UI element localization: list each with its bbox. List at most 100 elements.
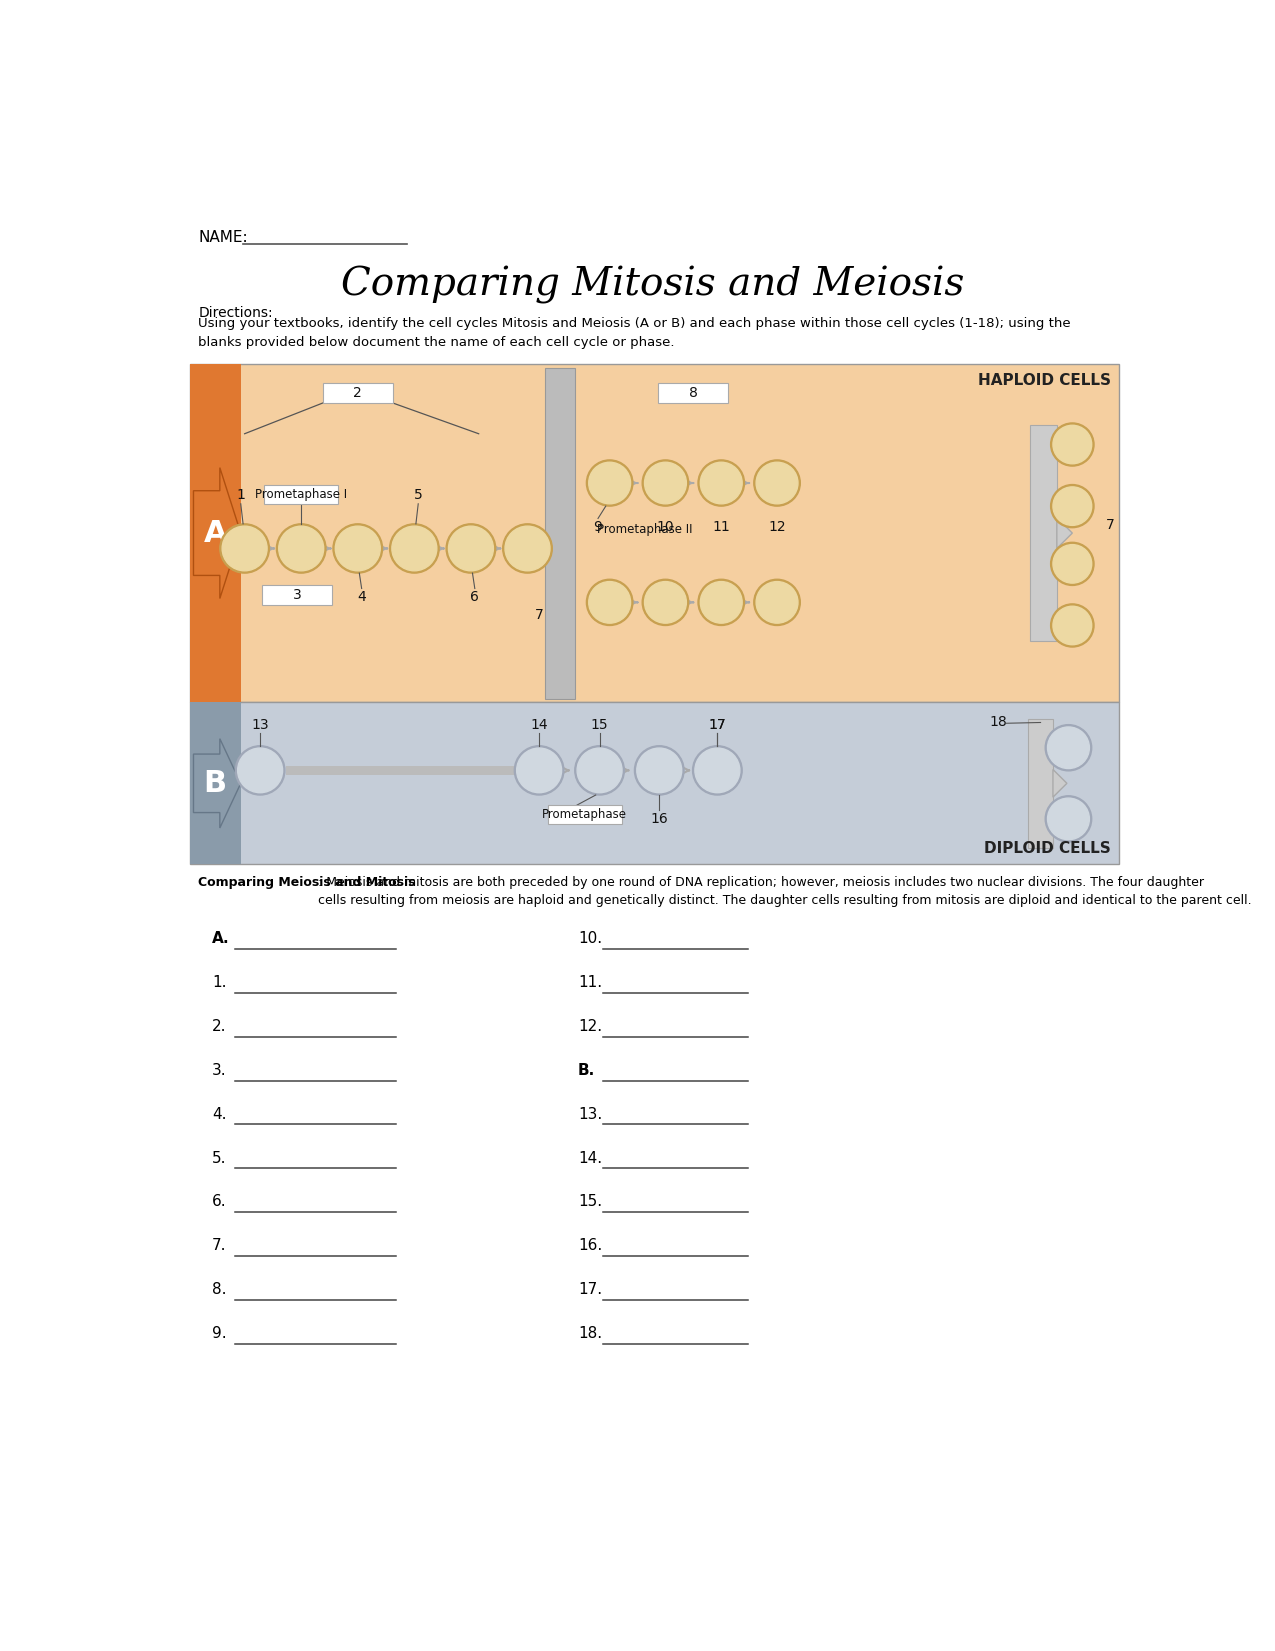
Text: 7: 7 bbox=[534, 608, 543, 622]
Circle shape bbox=[635, 746, 685, 796]
Text: DIPLOID CELLS: DIPLOID CELLS bbox=[984, 842, 1111, 857]
Text: 10.: 10. bbox=[578, 931, 602, 946]
Bar bbox=[263, 584, 333, 604]
Circle shape bbox=[692, 746, 742, 796]
Circle shape bbox=[645, 581, 686, 622]
Bar bbox=[264, 485, 338, 504]
Circle shape bbox=[575, 746, 625, 796]
Text: Comparing Mitosis and Meiosis: Comparing Mitosis and Meiosis bbox=[342, 266, 965, 304]
Polygon shape bbox=[1053, 769, 1067, 797]
Text: 2: 2 bbox=[353, 386, 362, 400]
Circle shape bbox=[1053, 606, 1091, 646]
Circle shape bbox=[237, 748, 283, 792]
Text: 16.: 16. bbox=[578, 1238, 602, 1253]
Text: 6.: 6. bbox=[212, 1195, 227, 1210]
Circle shape bbox=[1048, 797, 1089, 840]
Text: 12.: 12. bbox=[578, 1019, 602, 1034]
Text: 14.: 14. bbox=[578, 1151, 602, 1166]
Text: 9: 9 bbox=[594, 520, 603, 533]
Bar bbox=[658, 383, 728, 403]
Text: 6: 6 bbox=[470, 589, 479, 604]
Circle shape bbox=[335, 527, 380, 571]
Text: A.: A. bbox=[212, 931, 230, 946]
Circle shape bbox=[756, 581, 798, 622]
Circle shape bbox=[446, 523, 496, 573]
Circle shape bbox=[589, 581, 631, 622]
Bar bbox=[323, 383, 393, 403]
Circle shape bbox=[449, 527, 493, 571]
Text: Using your textbooks, identify the cell cycles Mitosis and Meiosis (A or B) and : Using your textbooks, identify the cell … bbox=[198, 317, 1071, 350]
Circle shape bbox=[505, 527, 550, 571]
Bar bbox=[287, 766, 518, 774]
Circle shape bbox=[1053, 545, 1091, 583]
Polygon shape bbox=[1057, 518, 1072, 548]
Circle shape bbox=[390, 523, 439, 573]
Circle shape bbox=[236, 746, 284, 796]
Circle shape bbox=[636, 748, 682, 792]
Circle shape bbox=[697, 461, 745, 507]
Bar bbox=[1030, 426, 1057, 641]
Text: 4: 4 bbox=[357, 589, 366, 604]
Text: 3.: 3. bbox=[212, 1063, 227, 1078]
Text: 5.: 5. bbox=[212, 1151, 227, 1166]
Text: 3: 3 bbox=[293, 588, 302, 601]
Text: NAME:: NAME: bbox=[198, 231, 247, 246]
Text: 16: 16 bbox=[650, 812, 668, 826]
Text: Prometaphase I: Prometaphase I bbox=[255, 489, 347, 500]
Circle shape bbox=[695, 748, 739, 792]
Text: Prometaphase: Prometaphase bbox=[542, 807, 627, 821]
Text: Prometaphase II: Prometaphase II bbox=[597, 523, 692, 537]
Circle shape bbox=[1053, 487, 1091, 525]
Circle shape bbox=[514, 746, 564, 796]
Text: 2.: 2. bbox=[212, 1019, 227, 1034]
Circle shape bbox=[1048, 726, 1089, 768]
Text: 15.: 15. bbox=[578, 1195, 602, 1210]
Circle shape bbox=[754, 461, 801, 507]
Text: 5: 5 bbox=[414, 489, 422, 502]
Text: : Meiosis and mitosis are both preceded by one round of DNA replication; however: : Meiosis and mitosis are both preceded … bbox=[319, 875, 1252, 906]
Circle shape bbox=[586, 461, 632, 507]
Text: 18.: 18. bbox=[578, 1326, 602, 1341]
Circle shape bbox=[643, 580, 689, 626]
Circle shape bbox=[586, 580, 632, 626]
Circle shape bbox=[1051, 542, 1094, 586]
Text: Directions:: Directions: bbox=[198, 305, 273, 320]
Circle shape bbox=[578, 748, 622, 792]
Circle shape bbox=[516, 748, 561, 792]
Text: 1: 1 bbox=[236, 489, 245, 502]
Text: 7: 7 bbox=[1105, 518, 1114, 532]
Text: 17: 17 bbox=[709, 718, 727, 731]
Circle shape bbox=[1051, 604, 1094, 647]
Circle shape bbox=[219, 523, 269, 573]
Text: 4.: 4. bbox=[212, 1106, 227, 1121]
Text: 14: 14 bbox=[530, 718, 548, 731]
Circle shape bbox=[1051, 423, 1094, 466]
Circle shape bbox=[1046, 725, 1091, 771]
Bar bbox=[1028, 718, 1053, 849]
Circle shape bbox=[279, 527, 324, 571]
Circle shape bbox=[222, 527, 266, 571]
Circle shape bbox=[697, 580, 745, 626]
Text: B.: B. bbox=[578, 1063, 595, 1078]
Text: 17: 17 bbox=[709, 718, 727, 731]
Polygon shape bbox=[194, 467, 241, 599]
Circle shape bbox=[645, 462, 686, 504]
Text: 7.: 7. bbox=[212, 1238, 227, 1253]
Circle shape bbox=[333, 523, 382, 573]
Circle shape bbox=[1051, 484, 1094, 528]
Text: A: A bbox=[204, 518, 227, 548]
Circle shape bbox=[700, 581, 742, 622]
Text: 10: 10 bbox=[657, 520, 674, 533]
Text: 1.: 1. bbox=[212, 976, 227, 991]
Circle shape bbox=[754, 580, 801, 626]
Text: 13.: 13. bbox=[578, 1106, 602, 1121]
Circle shape bbox=[502, 523, 552, 573]
Text: 17.: 17. bbox=[578, 1283, 602, 1298]
Text: 12: 12 bbox=[769, 520, 785, 533]
Circle shape bbox=[700, 462, 742, 504]
Circle shape bbox=[643, 461, 689, 507]
Circle shape bbox=[756, 462, 798, 504]
Circle shape bbox=[391, 527, 437, 571]
Bar bbox=[548, 806, 622, 824]
Bar bbox=[546, 368, 575, 698]
